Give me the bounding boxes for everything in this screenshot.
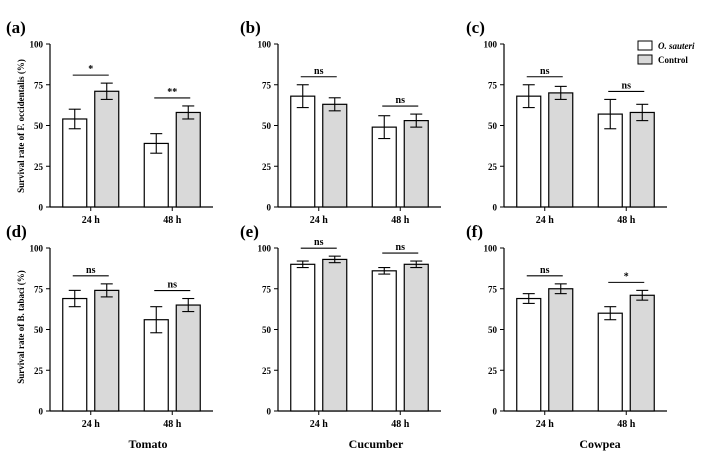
panel-c-y-tick-label: 0 bbox=[493, 203, 498, 213]
panel-a-significance-label: ** bbox=[167, 87, 177, 98]
panel-a-y-tick-label: 0 bbox=[39, 203, 44, 213]
panel-c-significance-label: ns bbox=[622, 80, 632, 91]
panel-b-x-tick-label: 48 h bbox=[391, 215, 410, 226]
panel-a-y-tick-label: 50 bbox=[34, 121, 44, 131]
panel-f-bar-control bbox=[548, 288, 574, 412]
panel-f-significance-label: * bbox=[624, 271, 629, 282]
panel-b-bar-o-sauteri bbox=[371, 126, 397, 208]
panel-e-bar-control bbox=[403, 263, 429, 412]
panel-d-y-tick-label: 0 bbox=[39, 407, 44, 417]
panel-d-x-tick-label: 24 h bbox=[82, 419, 101, 430]
panel-b-y-tick-label: 25 bbox=[262, 162, 272, 172]
panel-e-label: (e) bbox=[240, 222, 259, 241]
panel-a-x-tick-label: 24 h bbox=[82, 215, 101, 226]
panel-b-y-tick-label: 0 bbox=[267, 203, 272, 213]
panel-f-bar-o-sauteri bbox=[516, 297, 542, 412]
panel-e-y-tick-label: 25 bbox=[262, 366, 272, 376]
panel-e-y-tick-label: 75 bbox=[262, 284, 272, 294]
panel-c-label: (c) bbox=[466, 18, 485, 37]
panel-c-bar-control bbox=[548, 92, 574, 208]
legend-swatch-control bbox=[637, 54, 653, 65]
panel-e-y-tick-label: 100 bbox=[258, 244, 272, 254]
panel-c-y-tick-label: 50 bbox=[488, 121, 498, 131]
panel-d-bar-control bbox=[94, 289, 120, 412]
panel-b-x-tick-label: 24 h bbox=[310, 215, 329, 226]
panel-a-bar-o-sauteri bbox=[143, 142, 169, 208]
panel-a-significance-label: * bbox=[88, 64, 93, 75]
panel-f-y-tick-label: 50 bbox=[488, 325, 498, 335]
panel-d-significance-label: ns bbox=[168, 280, 178, 291]
panel-f-y-tick-label: 100 bbox=[484, 244, 498, 254]
legend: O. sauteri Control bbox=[637, 40, 695, 65]
panel-a-bar-control bbox=[175, 111, 201, 208]
panel-b-significance-label: ns bbox=[396, 95, 406, 106]
panel-e-bar-control bbox=[322, 258, 348, 412]
panel-e-bar-o-sauteri bbox=[290, 263, 316, 412]
panel-f-x-tick-label: 48 h bbox=[617, 419, 636, 430]
panel-b-y-tick-label: 100 bbox=[258, 40, 272, 50]
legend-swatch-o-sauteri bbox=[637, 40, 653, 51]
panel-a-label: (a) bbox=[6, 18, 26, 37]
panel-e-y-tick-label: 0 bbox=[267, 407, 272, 417]
panel-e-y-tick-label: 50 bbox=[262, 325, 272, 335]
panel-f-y-tick-label: 0 bbox=[493, 407, 498, 417]
panel-c-x-tick-label: 48 h bbox=[617, 215, 636, 226]
panel-f-y-tick-label: 75 bbox=[488, 284, 498, 294]
crop-label-cowpea: Cowpea bbox=[579, 437, 620, 451]
panel-e-bar-o-sauteri bbox=[371, 270, 397, 412]
panel-c-y-tick-label: 25 bbox=[488, 162, 498, 172]
panel-a-bar-control bbox=[94, 90, 120, 208]
panel-d-y-tick-label: 25 bbox=[34, 366, 44, 376]
panel-d-significance-label: ns bbox=[86, 265, 96, 276]
panel-d-bar-o-sauteri bbox=[62, 297, 88, 412]
panel-a-x-tick-label: 48 h bbox=[163, 215, 182, 226]
panel-e-x-tick-label: 48 h bbox=[391, 419, 410, 430]
panel-d-x-tick-label: 48 h bbox=[163, 419, 182, 430]
panel-f-significance-label: ns bbox=[540, 265, 550, 276]
panel-c-bar-o-sauteri bbox=[516, 95, 542, 208]
legend-label-control: Control bbox=[658, 55, 688, 65]
panel-c-bar-control bbox=[629, 111, 655, 208]
panel-a-y-tick-label: 75 bbox=[34, 80, 44, 90]
y-axis-title-bottom: Survival rate of B. tabaci (%) bbox=[16, 270, 26, 383]
panel-a-bar-o-sauteri bbox=[62, 118, 88, 208]
crop-label-tomato: Tomato bbox=[129, 437, 168, 451]
panel-c-y-tick-label: 75 bbox=[488, 80, 498, 90]
panel-f-y-tick-label: 25 bbox=[488, 366, 498, 376]
panel-d-y-tick-label: 75 bbox=[34, 284, 44, 294]
panel-c-significance-label: ns bbox=[540, 66, 550, 77]
panel-c-x-tick-label: 24 h bbox=[536, 215, 555, 226]
panel-d-y-tick-label: 100 bbox=[30, 244, 44, 254]
panel-d-bar-control bbox=[175, 304, 201, 412]
panel-f-label: (f) bbox=[466, 222, 483, 241]
panel-d-bar-o-sauteri bbox=[143, 319, 169, 412]
panel-f-bar-o-sauteri bbox=[597, 312, 623, 412]
panel-b-label: (b) bbox=[240, 18, 261, 37]
panels-group: (a) 0 25 50 75 100 24 h * 48 h ** (b) 0 25 50 75 100 24 … bbox=[6, 18, 667, 430]
panel-e-x-tick-label: 24 h bbox=[310, 419, 329, 430]
panel-a-y-tick-label: 25 bbox=[34, 162, 44, 172]
panel-b-bar-o-sauteri bbox=[290, 95, 316, 208]
panel-d-label: (d) bbox=[6, 222, 27, 241]
crop-label-cucumber: Cucumber bbox=[349, 437, 404, 451]
panel-b-significance-label: ns bbox=[314, 66, 324, 77]
panel-f-bar-control bbox=[629, 294, 655, 412]
panel-f-x-tick-label: 24 h bbox=[536, 419, 555, 430]
panel-b-bar-control bbox=[322, 103, 348, 208]
panel-b-y-tick-label: 50 bbox=[262, 121, 272, 131]
legend-label-o-sauteri: O. sauteri bbox=[658, 41, 695, 51]
panel-b-y-tick-label: 75 bbox=[262, 80, 272, 90]
panel-a-y-tick-label: 100 bbox=[30, 40, 44, 50]
y-axis-title-top: Survival rate of F. occidentalis (%) bbox=[16, 59, 26, 193]
panel-e-significance-label: ns bbox=[396, 242, 406, 253]
panel-e-significance-label: ns bbox=[314, 237, 324, 248]
panel-c-y-tick-label: 100 bbox=[484, 40, 498, 50]
panel-b-bar-control bbox=[403, 120, 429, 208]
panel-d-y-tick-label: 50 bbox=[34, 325, 44, 335]
